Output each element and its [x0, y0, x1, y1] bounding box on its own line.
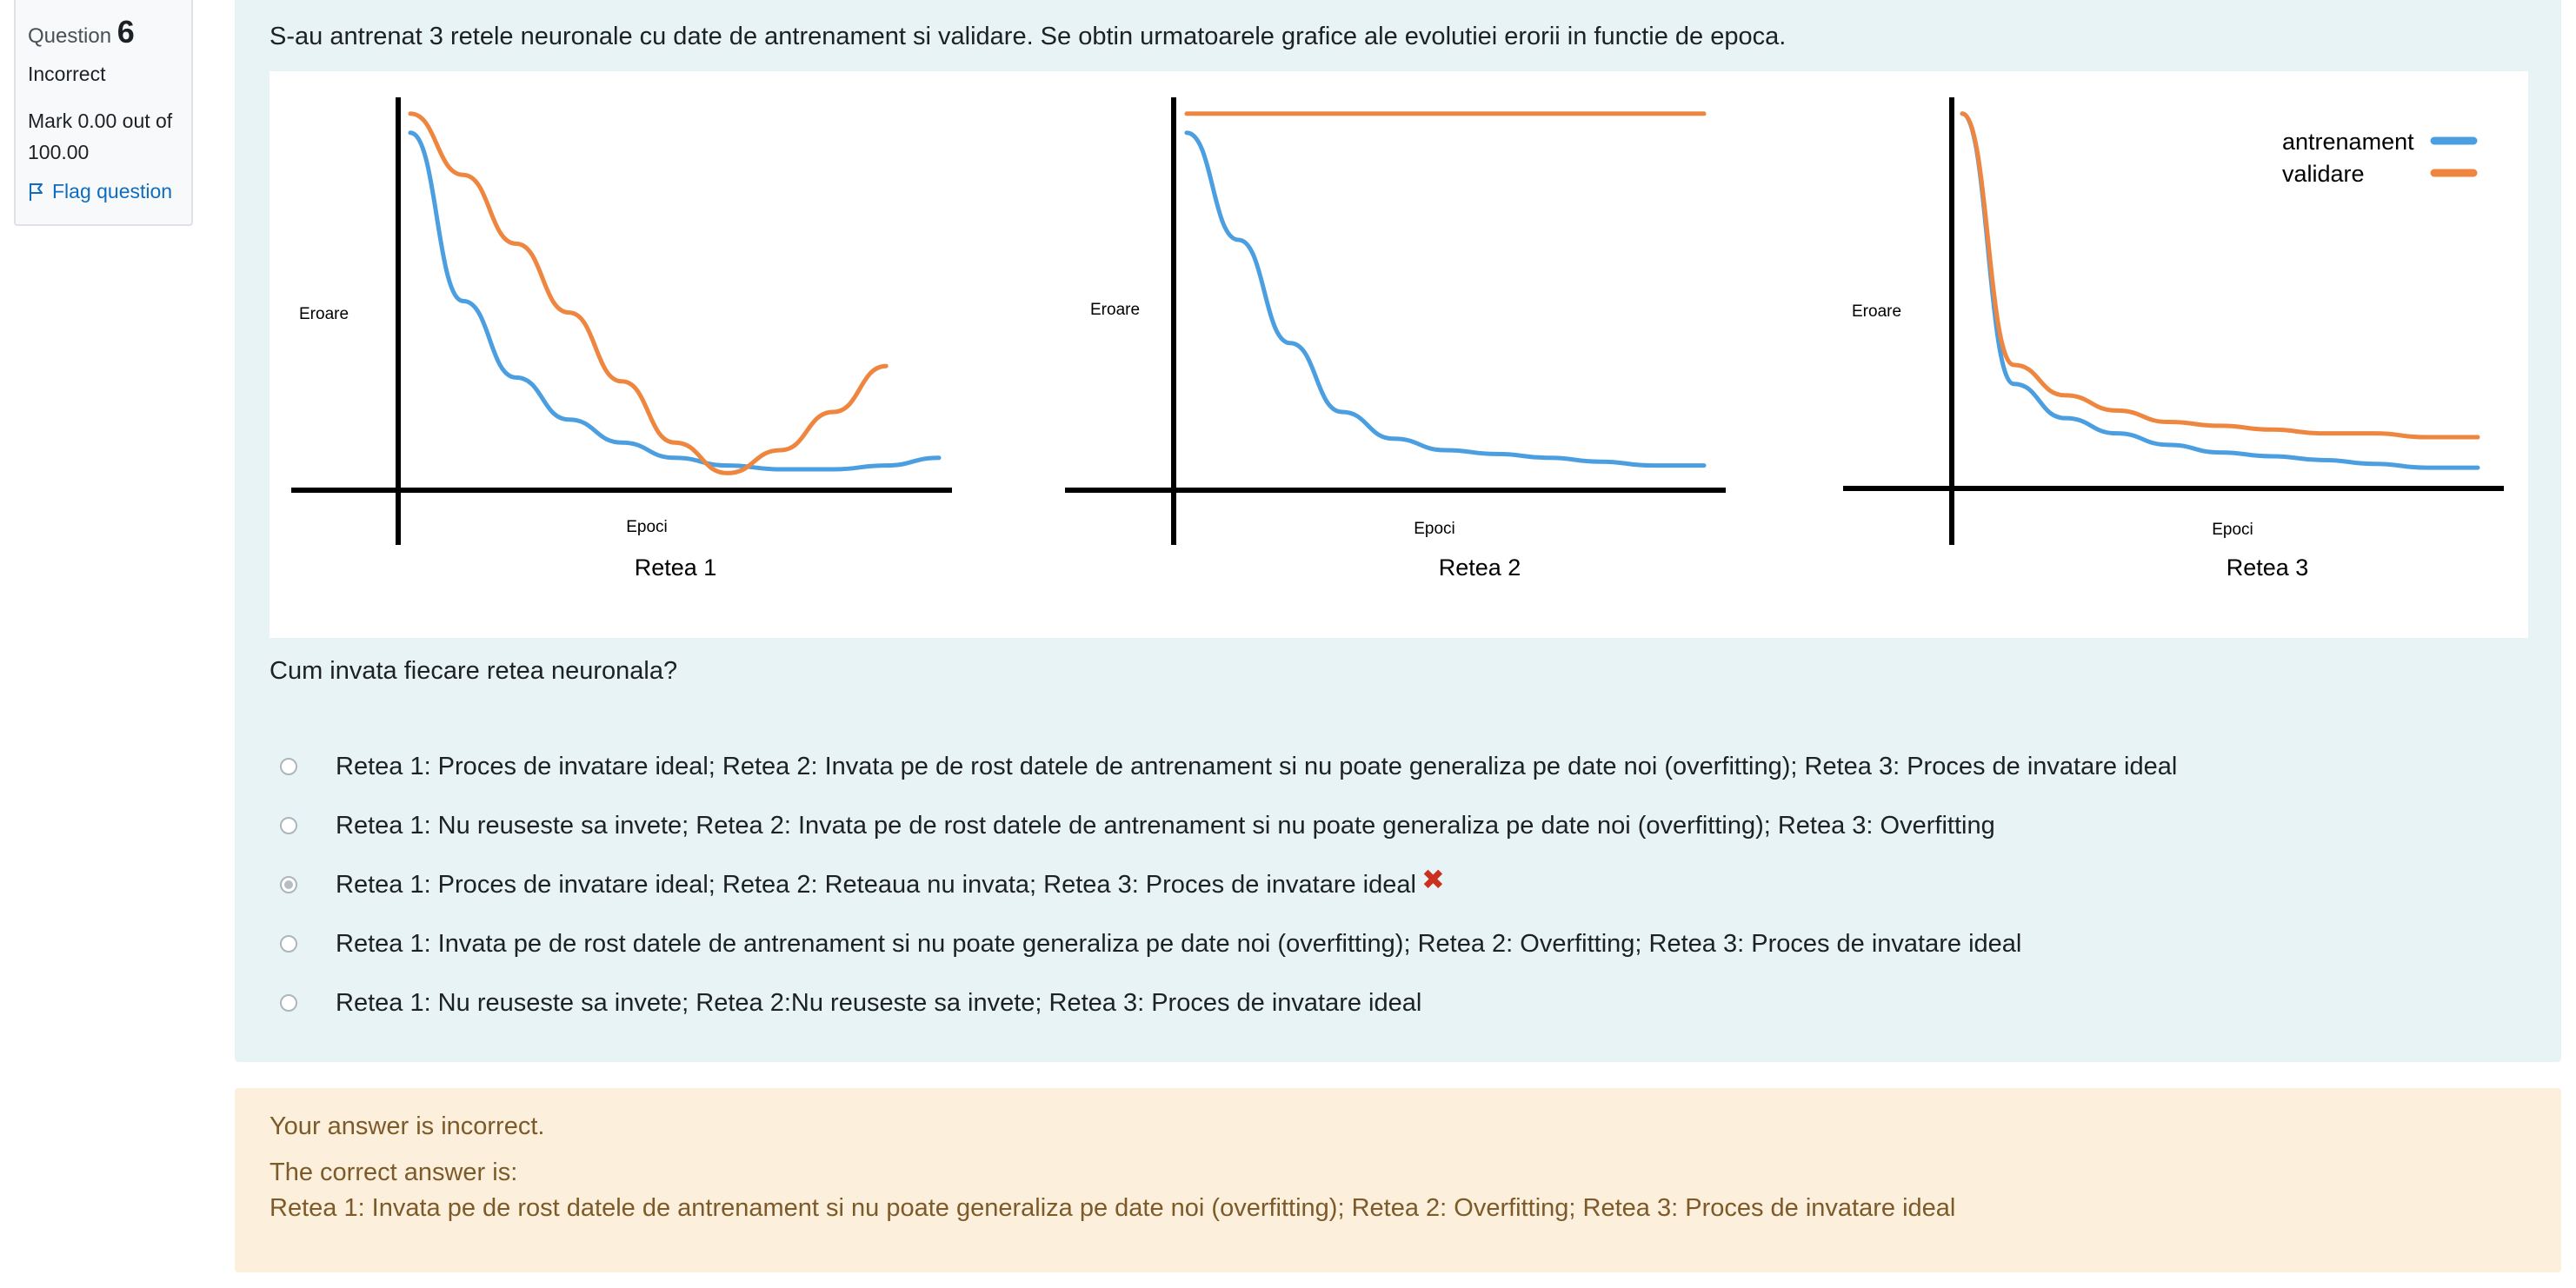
answer-radio[interactable] — [280, 817, 297, 834]
y-axis-label: Eroare — [299, 305, 349, 323]
question-grade: Mark 0.00 out of 100.00 — [28, 110, 173, 163]
chart-retea-1: Eroare Epoci Retea 1 — [291, 97, 952, 581]
answer-option[interactable]: Retea 1: Proces de invatare ideal; Retea… — [280, 737, 2177, 796]
x-axis-label: Epoci — [1414, 520, 1455, 538]
answer-text: Retea 1: Proces de invatare ideal; Retea… — [336, 870, 1416, 899]
answer-text: Retea 1: Invata pe de rost datele de ant… — [336, 929, 2022, 958]
series-line-antrenament — [408, 130, 942, 472]
chart-retea-3: Eroare Epoci Retea 3 antrenament validare — [1843, 97, 2504, 581]
correct-answer-label: The correct answer is: — [270, 1159, 518, 1186]
correct-answer-text: Retea 1: Invata pe de rost datele de ant… — [270, 1194, 1956, 1222]
chart-title: Retea 1 — [635, 554, 717, 581]
x-axis-label: Epoci — [2212, 521, 2253, 539]
series-line-validare — [1960, 111, 2480, 440]
legend-label: antrenament — [2282, 129, 2414, 155]
question-content: S-au antrenat 3 retele neuronale cu date… — [235, 0, 2561, 1062]
question-info-panel: Question 6 Incorrect Mark 0.00 out of 10… — [14, 0, 193, 226]
answer-radio[interactable] — [280, 876, 297, 893]
series-line-validare — [408, 111, 889, 475]
incorrect-icon: ✖ — [1421, 864, 1445, 895]
series-line-antrenament — [1960, 111, 2480, 470]
legend-label: validare — [2282, 161, 2365, 187]
answer-option[interactable]: Retea 1: Invata pe de rost datele de ant… — [280, 914, 2177, 973]
x-axis-label: Epoci — [626, 518, 668, 536]
question-number-value: 6 — [116, 14, 135, 50]
answer-text: Retea 1: Proces de invatare ideal; Retea… — [336, 752, 2178, 780]
answer-radio[interactable] — [280, 758, 297, 775]
question-prompt: Cum invata fiecare retea neuronala? — [270, 657, 678, 685]
answer-text: Retea 1: Nu reuseste sa invete; Retea 2:… — [336, 811, 1995, 840]
feedback-status: Your answer is incorrect. — [270, 1112, 545, 1140]
chart-title: Retea 2 — [1439, 554, 1521, 581]
answer-option[interactable]: Retea 1: Nu reuseste sa invete; Retea 2:… — [280, 796, 2177, 855]
flag-question-label: Flag question — [52, 180, 173, 202]
chart-retea-2: Eroare Epoci Retea 2 — [1065, 97, 1726, 581]
y-axis-label: Eroare — [1852, 302, 1901, 321]
feedback-panel: Your answer is incorrect. The correct an… — [235, 1088, 2561, 1272]
flag-icon — [30, 183, 43, 201]
question-text: S-au antrenat 3 retele neuronale cu date… — [270, 23, 1787, 50]
series-line-antrenament — [1184, 130, 1707, 468]
question-state: Incorrect — [28, 63, 106, 85]
answer-options: Retea 1: Proces de invatare ideal; Retea… — [280, 737, 2177, 1032]
question-number: Question 6 — [28, 14, 135, 50]
flag-question-link[interactable]: Flag question — [28, 180, 179, 203]
answer-text: Retea 1: Nu reuseste sa invete; Retea 2:… — [336, 988, 1422, 1017]
y-axis-label: Eroare — [1090, 301, 1140, 319]
answer-option[interactable]: Retea 1: Nu reuseste sa invete; Retea 2:… — [280, 973, 2177, 1032]
answer-radio[interactable] — [280, 935, 297, 953]
answer-option-selected[interactable]: Retea 1: Proces de invatare ideal; Retea… — [280, 855, 2177, 914]
answer-radio[interactable] — [280, 994, 297, 1012]
error-charts-figure: Eroare Epoci Retea 1 Eroare Epoci Retea 2 Eroa… — [270, 71, 2528, 638]
chart-title: Retea 3 — [2227, 554, 2309, 581]
